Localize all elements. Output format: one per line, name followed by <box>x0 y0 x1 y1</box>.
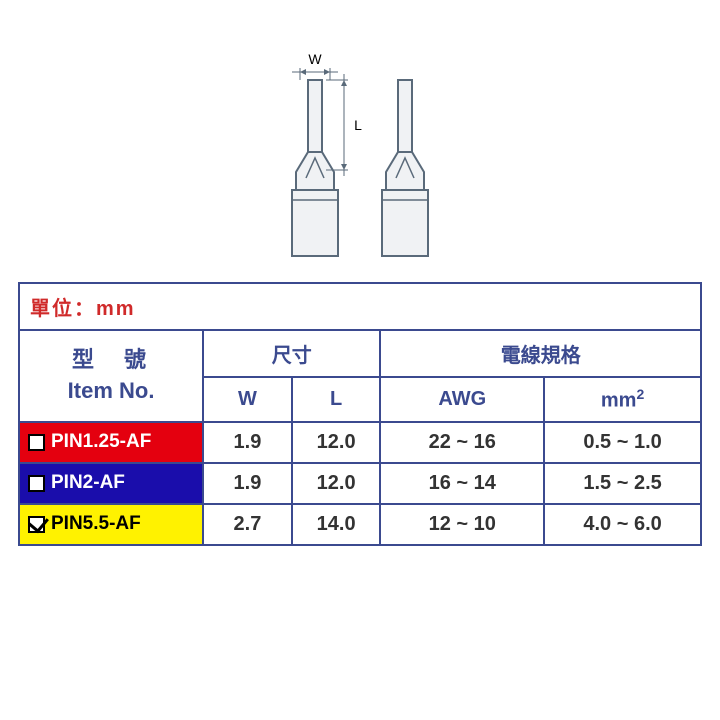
item-code: PIN2-AF <box>51 472 125 494</box>
item-cell: PIN5.5-AF <box>19 504 203 545</box>
spec-table-wrap: 單位：mm型 號Item No.尺寸電線規格WLAWGmm2PIN1.25-AF… <box>0 270 720 546</box>
unit-label: 單位：mm <box>19 283 701 330</box>
cell-W: 2.7 <box>203 504 292 545</box>
cell-L: 12.0 <box>292 422 381 463</box>
checkbox-icon[interactable] <box>28 516 45 533</box>
hdr-awg: AWG <box>380 377 544 422</box>
table-row: PIN2-AF 1.912.016 ~ 141.5 ~ 2.5 <box>19 463 701 504</box>
cell-mm2: 0.5 ~ 1.0 <box>544 422 701 463</box>
page: WL 單位：mm型 號Item No.尺寸電線規格WLAWGmm2PIN1.25… <box>0 0 720 720</box>
cell-W: 1.9 <box>203 463 292 504</box>
spec-table: 單位：mm型 號Item No.尺寸電線規格WLAWGmm2PIN1.25-AF… <box>18 282 702 546</box>
item-cell: PIN1.25-AF <box>19 422 203 463</box>
cell-W: 1.9 <box>203 422 292 463</box>
item-cell: PIN2-AF <box>19 463 203 504</box>
checkbox-icon[interactable] <box>28 475 45 492</box>
cell-mm2: 4.0 ~ 6.0 <box>544 504 701 545</box>
hdr-item: 型 號Item No. <box>19 330 203 422</box>
item-code: PIN5.5-AF <box>51 513 141 535</box>
cell-awg: 12 ~ 10 <box>380 504 544 545</box>
cell-L: 14.0 <box>292 504 381 545</box>
hdr-mm2: mm2 <box>544 377 701 422</box>
cell-awg: 22 ~ 16 <box>380 422 544 463</box>
hdr-dim: 尺寸 <box>203 330 380 377</box>
item-code: PIN1.25-AF <box>51 431 151 453</box>
svg-text:W: W <box>308 51 322 67</box>
table-row: PIN1.25-AF 1.912.022 ~ 160.5 ~ 1.0 <box>19 422 701 463</box>
cell-awg: 16 ~ 14 <box>380 463 544 504</box>
cell-mm2: 1.5 ~ 2.5 <box>544 463 701 504</box>
table-row: PIN5.5-AF 2.714.012 ~ 104.0 ~ 6.0 <box>19 504 701 545</box>
svg-text:L: L <box>354 117 362 133</box>
cell-L: 12.0 <box>292 463 381 504</box>
checkbox-icon[interactable] <box>28 434 45 451</box>
hdr-W: W <box>203 377 292 422</box>
hdr-wire: 電線規格 <box>380 330 701 377</box>
hdr-L: L <box>292 377 381 422</box>
terminal-diagram: WL <box>0 0 720 270</box>
diagram-svg: WL <box>230 50 490 270</box>
